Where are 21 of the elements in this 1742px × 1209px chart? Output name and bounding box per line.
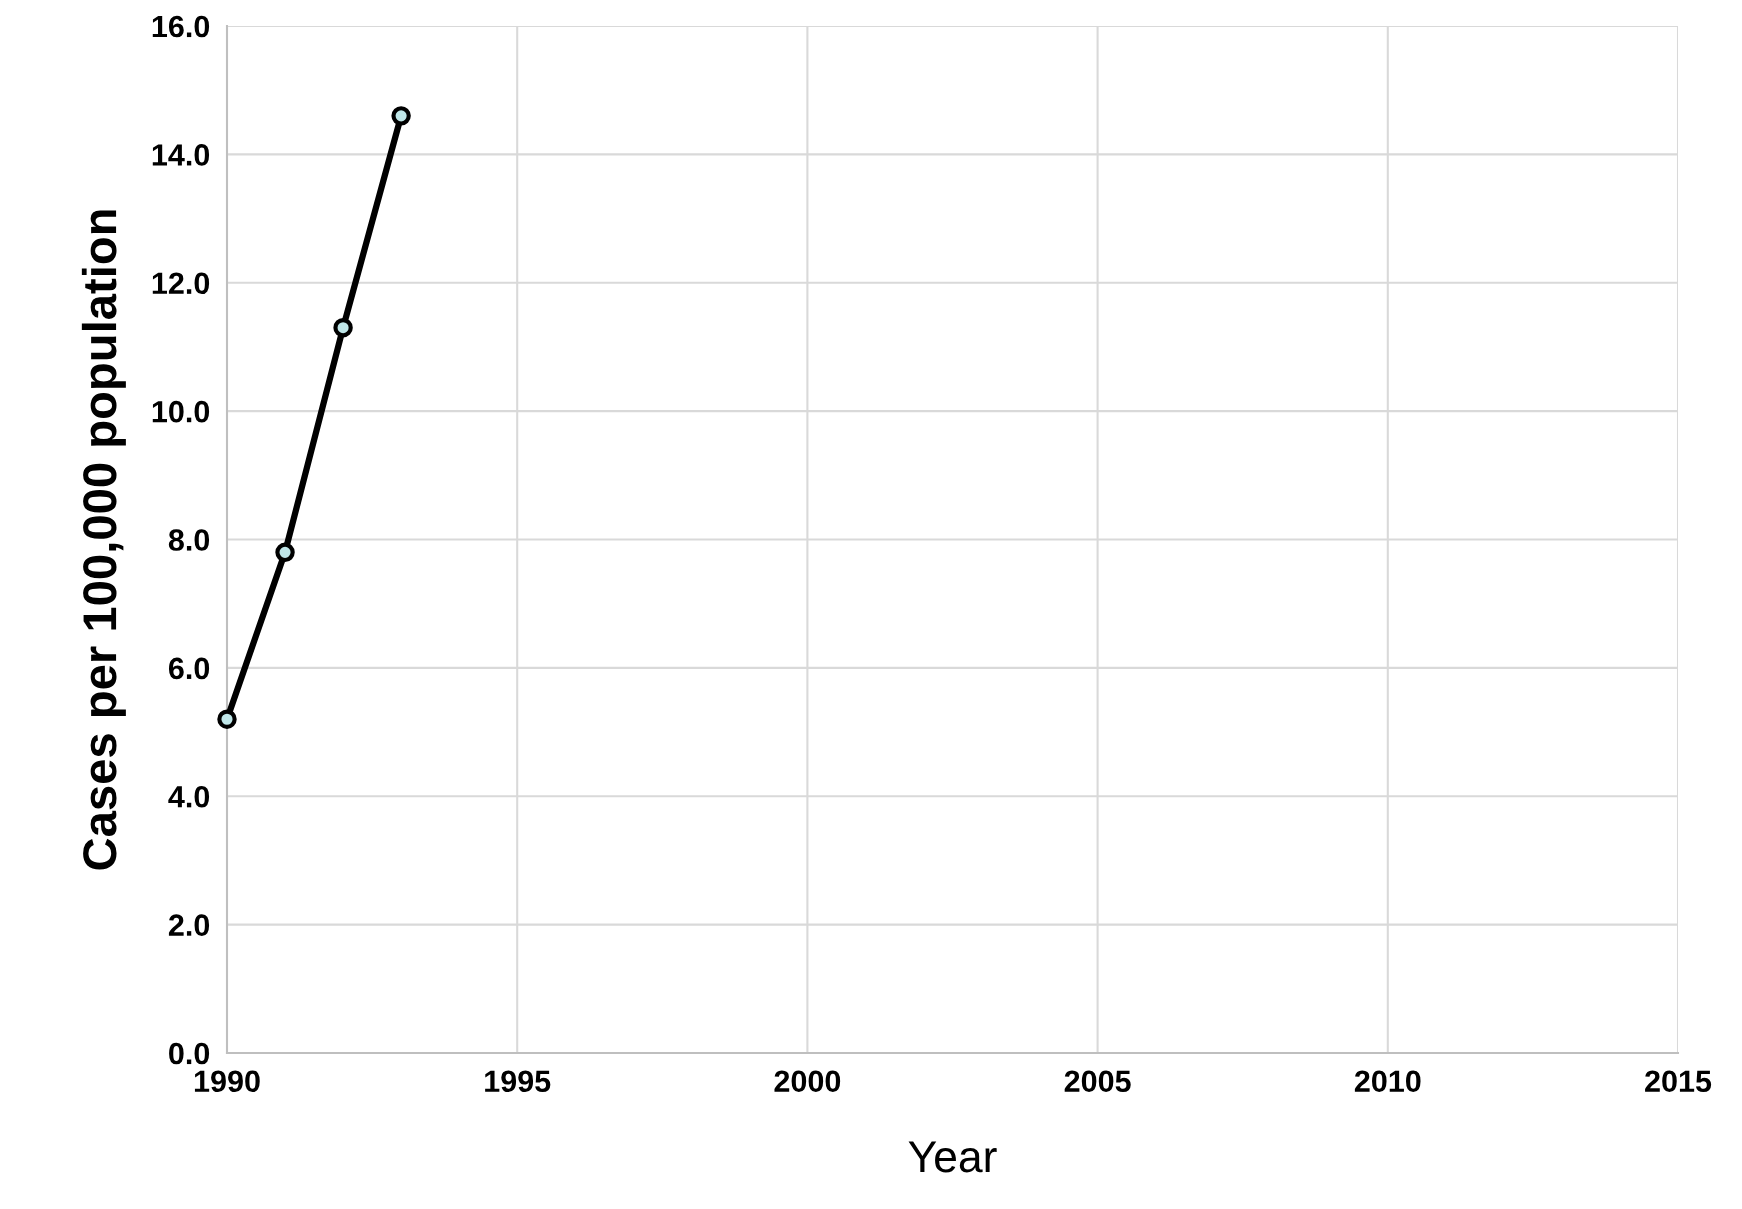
point	[333, 317, 353, 338]
y-tick-label: 2.0	[168, 914, 210, 936]
x-tick-label: 2015	[1645, 1070, 1712, 1093]
y-tick-label: 14.0	[152, 144, 210, 166]
y-tick-label: 16.0	[152, 15, 210, 38]
point	[275, 542, 295, 563]
x-tick-label: 2005	[1064, 1070, 1131, 1093]
x-tick-label: 2010	[1354, 1070, 1421, 1093]
y-tick-label: 12.0	[152, 272, 210, 295]
y-axis-title: Cases per 100,000 population	[81, 210, 126, 870]
point	[391, 106, 411, 126]
y-tick-label: 8.0	[168, 529, 210, 551]
y-tick-label: 0.0	[169, 1042, 210, 1065]
x-axis-title: Year	[908, 1141, 997, 1173]
x-tick-label: 1990	[194, 1070, 260, 1093]
y-tick-label: 4.0	[168, 785, 210, 808]
point	[217, 709, 237, 729]
y-tick-label: 6.0	[168, 657, 210, 680]
x-tick-label: 1995	[485, 1070, 551, 1093]
y-tick-label: 10.0	[152, 400, 210, 423]
x-tick-label: 2000	[774, 1070, 841, 1093]
